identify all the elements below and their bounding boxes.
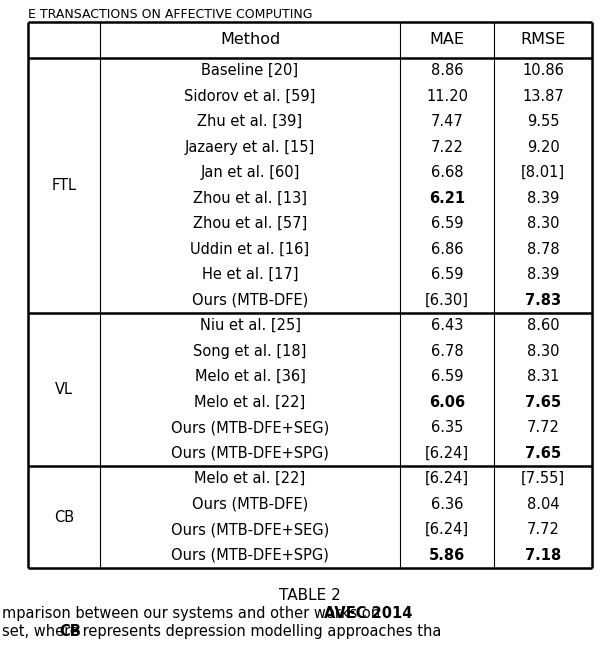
Text: 6.78: 6.78 — [431, 344, 463, 359]
Text: Sidorov et al. [59]: Sidorov et al. [59] — [184, 89, 315, 103]
Text: 8.31: 8.31 — [527, 369, 559, 384]
Text: Baseline [20]: Baseline [20] — [201, 63, 299, 78]
Text: VL: VL — [55, 382, 73, 397]
Text: 8.78: 8.78 — [527, 242, 559, 257]
Text: He et al. [17]: He et al. [17] — [202, 267, 298, 282]
Text: RMSE: RMSE — [521, 32, 565, 48]
Text: FTL: FTL — [52, 178, 76, 193]
Text: CB: CB — [54, 509, 74, 525]
Text: 7.72: 7.72 — [527, 522, 559, 537]
Text: 7.22: 7.22 — [431, 140, 463, 155]
Text: Melo et al. [22]: Melo et al. [22] — [195, 471, 306, 487]
Text: 8.60: 8.60 — [527, 319, 559, 333]
Text: Jazaery et al. [15]: Jazaery et al. [15] — [185, 140, 315, 155]
Text: 7.47: 7.47 — [431, 114, 463, 129]
Text: Ours (MTB-DFE): Ours (MTB-DFE) — [192, 293, 308, 308]
Text: Zhou et al. [13]: Zhou et al. [13] — [193, 191, 307, 206]
Text: 9.20: 9.20 — [527, 140, 559, 155]
Text: 7.65: 7.65 — [525, 394, 561, 410]
Text: Ours (MTB-DFE+SEG): Ours (MTB-DFE+SEG) — [171, 420, 329, 435]
Text: Ours (MTB-DFE): Ours (MTB-DFE) — [192, 497, 308, 512]
Text: represents depression modelling approaches tha: represents depression modelling approach… — [78, 624, 442, 639]
Text: Method: Method — [220, 32, 280, 48]
Text: Melo et al. [22]: Melo et al. [22] — [195, 394, 306, 410]
Text: [6.24]: [6.24] — [425, 522, 469, 537]
Text: Zhou et al. [57]: Zhou et al. [57] — [193, 216, 307, 231]
Text: Uddin et al. [16]: Uddin et al. [16] — [190, 242, 310, 257]
Text: 7.65: 7.65 — [525, 446, 561, 461]
Text: 6.06: 6.06 — [429, 394, 465, 410]
Text: CB: CB — [59, 624, 81, 639]
Text: [7.55]: [7.55] — [521, 471, 565, 487]
Text: 13.87: 13.87 — [522, 89, 564, 103]
Text: Ours (MTB-DFE+SEG): Ours (MTB-DFE+SEG) — [171, 522, 329, 537]
Text: Melo et al. [36]: Melo et al. [36] — [195, 369, 306, 384]
Text: [6.24]: [6.24] — [425, 446, 469, 461]
Text: [6.30]: [6.30] — [425, 293, 469, 308]
Text: 6.21: 6.21 — [429, 191, 465, 206]
Text: Zhu et al. [39]: Zhu et al. [39] — [198, 114, 302, 129]
Text: 9.55: 9.55 — [527, 114, 559, 129]
Text: 6.35: 6.35 — [431, 420, 463, 435]
Text: 8.86: 8.86 — [431, 63, 463, 78]
Text: Niu et al. [25]: Niu et al. [25] — [200, 319, 301, 333]
Text: 10.86: 10.86 — [522, 63, 564, 78]
Text: 8.30: 8.30 — [527, 216, 559, 231]
Text: [6.24]: [6.24] — [425, 471, 469, 487]
Text: Ours (MTB-DFE+SPG): Ours (MTB-DFE+SPG) — [171, 446, 329, 461]
Text: MAE: MAE — [429, 32, 464, 48]
Text: [8.01]: [8.01] — [521, 165, 565, 180]
Text: 7.18: 7.18 — [525, 548, 561, 562]
Text: mparison between our systems and other works on: mparison between our systems and other w… — [2, 606, 385, 621]
Text: E TRANSACTIONS ON AFFECTIVE COMPUTING: E TRANSACTIONS ON AFFECTIVE COMPUTING — [28, 8, 312, 21]
Text: Song et al. [18]: Song et al. [18] — [193, 344, 307, 359]
Text: 6.86: 6.86 — [431, 242, 463, 257]
Text: 6.59: 6.59 — [431, 216, 463, 231]
Text: 6.59: 6.59 — [431, 369, 463, 384]
Text: set, where: set, where — [2, 624, 84, 639]
Text: 7.83: 7.83 — [525, 293, 561, 308]
Text: 5.86: 5.86 — [429, 548, 465, 562]
Text: 6.68: 6.68 — [431, 165, 463, 180]
Text: 6.36: 6.36 — [431, 497, 463, 512]
Text: 8.04: 8.04 — [527, 497, 559, 512]
Text: 6.59: 6.59 — [431, 267, 463, 282]
Text: TABLE 2: TABLE 2 — [279, 588, 341, 603]
Text: Ours (MTB-DFE+SPG): Ours (MTB-DFE+SPG) — [171, 548, 329, 562]
Text: 6.43: 6.43 — [431, 319, 463, 333]
Text: 7.72: 7.72 — [527, 420, 559, 435]
Text: 8.39: 8.39 — [527, 267, 559, 282]
Text: AVEC 2014: AVEC 2014 — [324, 606, 412, 621]
Text: Jan et al. [60]: Jan et al. [60] — [200, 165, 300, 180]
Text: 8.30: 8.30 — [527, 344, 559, 359]
Text: 11.20: 11.20 — [426, 89, 468, 103]
Text: 8.39: 8.39 — [527, 191, 559, 206]
